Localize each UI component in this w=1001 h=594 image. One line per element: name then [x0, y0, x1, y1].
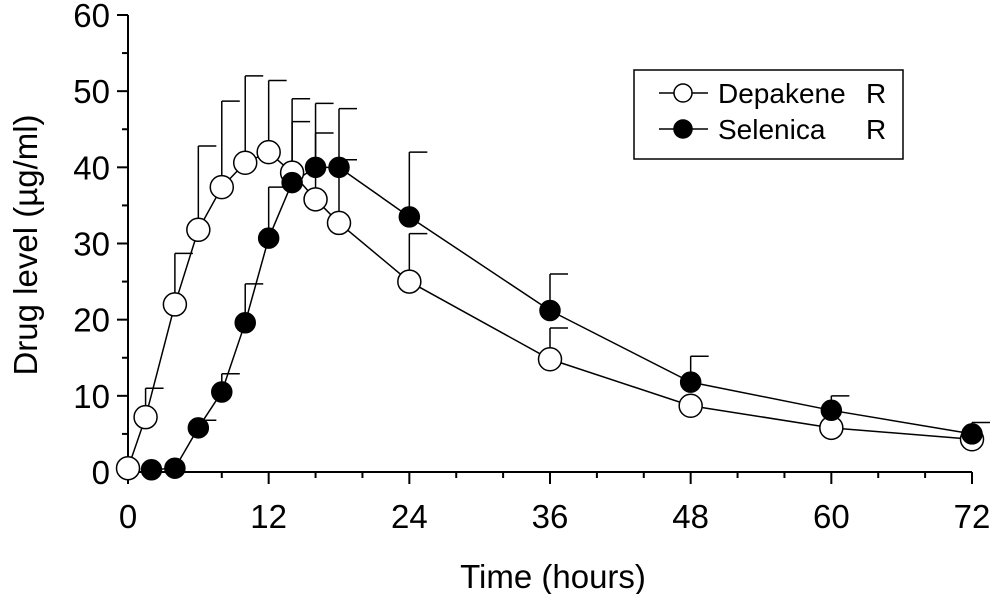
selenica-point [164, 457, 186, 479]
selenica-point [328, 156, 350, 179]
legend-label-selenica: Selenica [718, 114, 826, 145]
x-axis-title: Time (hours) [460, 558, 646, 594]
y-tick-label: 60 [73, 0, 110, 34]
depakene-point [162, 292, 188, 317]
legend-marker-depakene [673, 83, 693, 103]
selenica-point [820, 399, 843, 422]
y-tick-label: 50 [73, 73, 110, 110]
selenica-point [234, 311, 256, 334]
x-tick-label: 60 [813, 498, 850, 535]
selenica-point [539, 299, 561, 322]
x-tick-label: 12 [250, 498, 287, 535]
depakene-point [115, 455, 141, 481]
selenica-point [679, 371, 702, 393]
y-tick-label: 30 [73, 226, 110, 263]
selenica-point [281, 171, 303, 194]
depakene-point [678, 393, 703, 418]
axes [117, 14, 973, 484]
y-tick-label: 0 [92, 454, 110, 491]
x-tick-label: 24 [391, 498, 428, 535]
depakene-point [326, 210, 352, 236]
selenica-point [257, 227, 280, 249]
depakene-point [186, 217, 211, 243]
depakene-point [537, 347, 563, 372]
tick-labels: 0 10 20 30 40 50 60 0 12 24 36 48 60 72 [73, 0, 990, 535]
x-tick-label: 0 [119, 498, 137, 535]
depakene-point [256, 139, 281, 165]
selenica-line [151, 166, 973, 471]
y-tick-label: 20 [73, 302, 110, 339]
y-tick-label: 10 [73, 378, 110, 415]
legend-superscript-selenica: R [866, 114, 886, 145]
y-axis-title: Drug level (µg/ml) [7, 114, 44, 375]
legend-marker-selenica [673, 119, 693, 139]
legend: Depakene R Selenica R [633, 69, 904, 160]
depakene-point [303, 187, 328, 212]
y-tick-label: 40 [73, 149, 110, 186]
selenica-point [398, 206, 421, 228]
legend-superscript-depakene: R [866, 78, 886, 109]
selenica-point [211, 381, 233, 403]
depakene-point [232, 150, 258, 176]
selenica-point [304, 156, 327, 179]
depakene-point [397, 269, 422, 294]
depakene-point [209, 174, 235, 200]
selenica-point [140, 458, 163, 481]
selenica-point [187, 417, 210, 439]
legend-label-depakene: Depakene [718, 78, 846, 109]
x-tick-label: 72 [954, 498, 991, 535]
selenica-point [961, 423, 983, 445]
depakene-point [133, 404, 158, 430]
x-tick-label: 36 [532, 498, 569, 535]
x-tick-label: 48 [672, 498, 709, 535]
series-markers [115, 139, 985, 481]
